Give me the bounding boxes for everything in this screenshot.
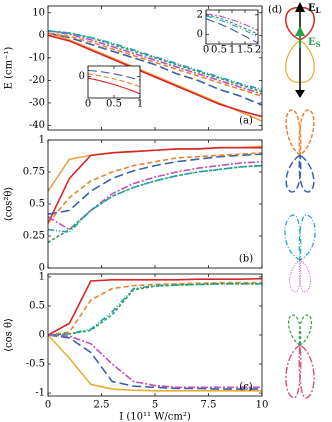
arrow-head xyxy=(295,90,305,98)
diagram-d: (d) EL ES xyxy=(268,2,321,399)
series-line xyxy=(48,283,262,336)
series-group xyxy=(48,145,262,244)
x-tick-label: 1.5 xyxy=(237,45,253,56)
series-group xyxy=(48,30,262,122)
y-tick-label: -0.5 xyxy=(26,359,45,370)
series-group xyxy=(88,69,140,95)
y-tick-label: -30 xyxy=(29,97,45,108)
series-line xyxy=(206,13,258,31)
y-tick-label: -10 xyxy=(29,52,45,63)
panel-label: (b) xyxy=(239,254,253,265)
y-tick-label: 0.25 xyxy=(23,231,45,242)
series-line xyxy=(88,69,140,81)
series-line xyxy=(48,334,262,390)
series-group xyxy=(206,13,258,44)
y-tick-label: 0.5 xyxy=(29,300,45,311)
y-tick-label: -1 xyxy=(35,388,45,399)
x-tick-label: 2 xyxy=(255,45,261,56)
series-line xyxy=(206,18,258,44)
series-line xyxy=(48,32,262,97)
panel-label: (d) xyxy=(268,5,282,16)
y-tick-label: -20 xyxy=(29,75,45,86)
arrow-head xyxy=(295,2,305,12)
series-group xyxy=(48,277,262,392)
series-line xyxy=(48,160,262,231)
series-line xyxy=(48,277,262,336)
series-line xyxy=(48,281,262,336)
y-tick-label: 0.5 xyxy=(29,199,45,210)
series-line xyxy=(48,30,262,95)
plot-frame xyxy=(47,273,263,397)
panel-label: (c) xyxy=(239,382,253,393)
y-tick-label: 0.75 xyxy=(23,167,45,178)
x-tick-label: 1 xyxy=(137,99,143,110)
lobe xyxy=(285,154,315,193)
y-tick-label: 0 xyxy=(79,71,85,82)
arrow-head xyxy=(295,26,305,36)
x-tick-label: 0.5 xyxy=(211,45,227,56)
series-line xyxy=(206,14,258,35)
symbol: E xyxy=(308,37,316,48)
inset-background xyxy=(206,10,258,44)
lobe xyxy=(285,344,315,399)
y-tick-label: 1 xyxy=(39,271,45,282)
y-tick-label: 0 xyxy=(39,30,45,41)
lobe xyxy=(287,314,313,346)
lobe xyxy=(284,214,316,261)
y-axis-label: ⟨cos θ⟩ xyxy=(4,318,15,352)
y-axis-label: ⟨cos²θ⟩ xyxy=(4,187,15,222)
series-line xyxy=(48,152,262,224)
x-tick-label: 10 xyxy=(256,400,269,411)
panel-label: (a) xyxy=(239,116,253,127)
plot-frame xyxy=(47,139,263,269)
series-line xyxy=(206,15,258,38)
x-tick-label: 0 xyxy=(85,99,91,110)
series-line xyxy=(48,334,262,392)
y-axis-label: E (cm⁻¹) xyxy=(4,47,15,90)
x-tick-label: 2.5 xyxy=(94,400,110,411)
field-label: ES xyxy=(308,37,321,50)
y-tick-label: -40 xyxy=(29,120,45,131)
field-label: EL xyxy=(308,3,321,16)
series-line xyxy=(48,34,262,118)
y-tick-label: 2 xyxy=(197,9,203,20)
plot-frame xyxy=(87,65,141,99)
plot-frame xyxy=(47,5,263,131)
y-tick-label: 0 xyxy=(197,29,203,40)
y-tick-label: 0 xyxy=(39,330,45,341)
series-line xyxy=(48,283,262,336)
x-axis-label: I (10¹¹ W/cm²) xyxy=(119,412,191,422)
plot-frame xyxy=(205,9,259,45)
x-tick-label: 0 xyxy=(203,45,209,56)
series-line xyxy=(48,334,262,389)
symbol: E xyxy=(308,3,316,14)
y-tick-label: 10 xyxy=(32,7,45,18)
subscript: S xyxy=(316,40,321,49)
x-tick-label: 0.5 xyxy=(106,99,122,110)
series-line xyxy=(88,73,140,88)
series-line xyxy=(48,32,262,106)
subscript: L xyxy=(316,6,321,15)
x-tick-label: 7.5 xyxy=(201,400,217,411)
x-tick-label: 5 xyxy=(152,400,158,411)
series-line xyxy=(48,164,262,244)
x-tick-label: 1 xyxy=(229,45,235,56)
lobe xyxy=(285,109,315,156)
series-line xyxy=(48,146,262,224)
series-line xyxy=(88,77,140,95)
lobe xyxy=(289,259,311,293)
y-tick-label: 0 xyxy=(39,263,45,274)
series-line xyxy=(48,164,262,234)
y-tick-label: 1 xyxy=(39,135,45,146)
x-tick-label: 0 xyxy=(45,400,51,411)
series-line xyxy=(48,30,262,91)
series-line xyxy=(48,153,262,216)
